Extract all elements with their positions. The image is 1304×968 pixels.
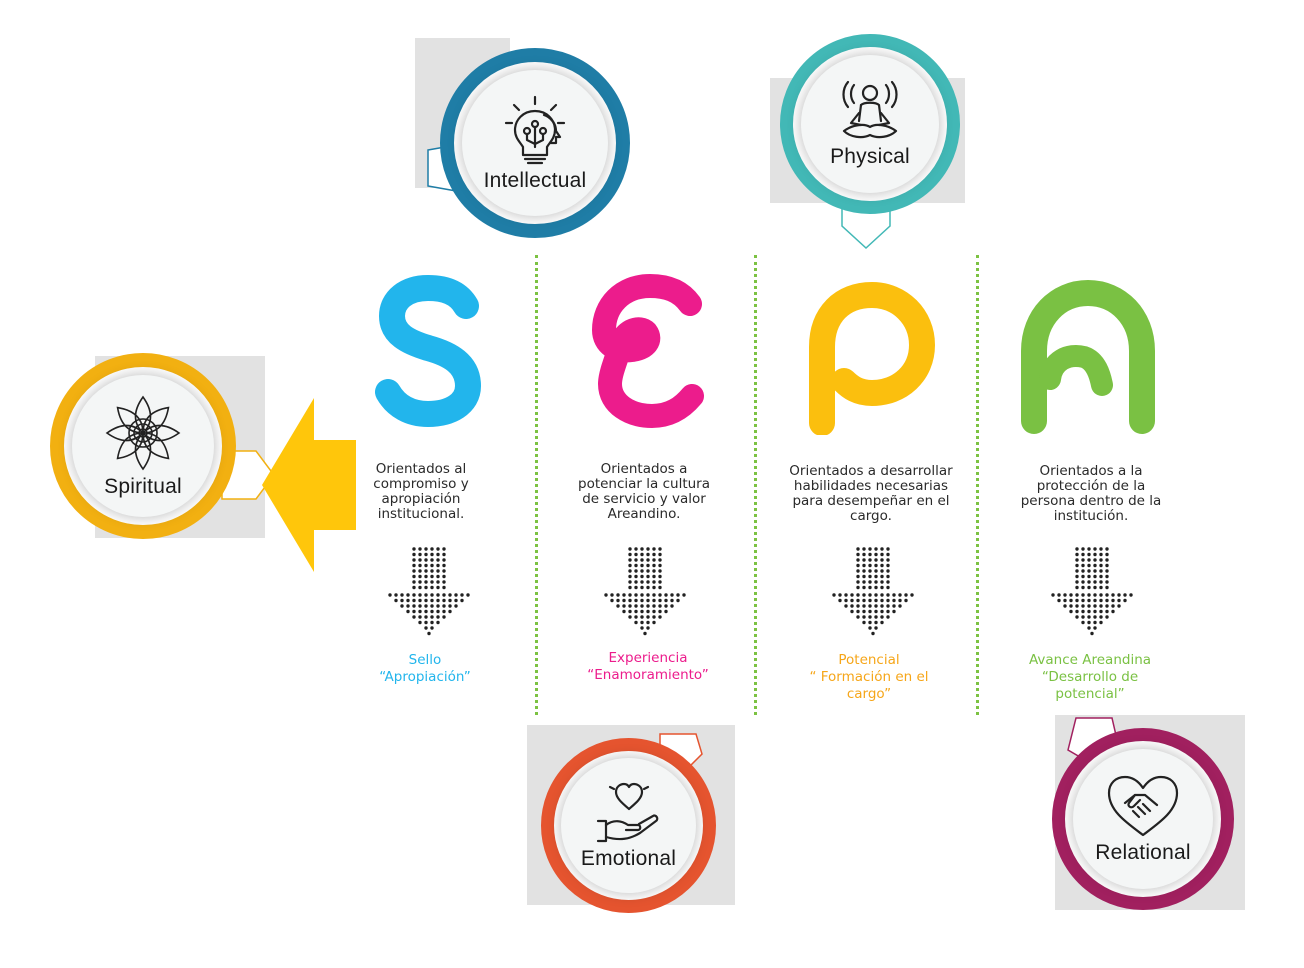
result-line: “Apropiación” [379,669,471,685]
result-line: “Enamoramiento” [587,667,709,683]
desc-line: Orientados a desarrollar [789,463,953,479]
desc-line: Areandino. [607,506,681,522]
desc-line: institución. [1053,508,1129,524]
physical-label: Physical [830,145,910,168]
divider-2 [754,255,757,715]
desc-line: protección de la [1036,478,1146,494]
divider-1 [535,255,538,715]
meditation-icon [842,80,898,139]
pillar-p-result: Potencial “ Formación en el cargo” [784,652,954,703]
letter-s [375,274,482,428]
dotted-arrow-a [1051,547,1133,636]
desc-line: potenciar la cultura [578,476,710,492]
result-line: Sello [408,652,442,668]
pillar-a-description: Orientados a la protección de la persona… [996,464,1186,524]
pillar-s-description: Orientados al compromiso y apropiación i… [350,462,492,522]
result-line: Potencial [838,652,900,668]
pillar-s-result: Sello “Apropiación” [355,652,495,686]
desc-line: para desempeñar en el [792,493,950,509]
desc-line: Orientados a [600,461,688,477]
intellectual-inner: Intellectual [462,70,608,216]
spiritual-inner: Spiritual [72,375,214,517]
pillar-p-description: Orientados a desarrollar habilidades nec… [766,464,976,524]
lightbulb-head-icon [504,95,566,165]
relational-label: Relational [1095,841,1191,864]
handshake-heart-icon [1107,775,1179,837]
result-line: cargo” [846,686,892,702]
letter-p [809,282,935,435]
letter-a [1021,279,1155,434]
mandala-icon [105,395,181,471]
result-line: Experiencia [608,650,688,666]
desc-line: persona dentro de la [1020,493,1162,509]
emotional-label: Emotional [580,846,677,870]
result-line: “ Formación en el [809,669,929,685]
pillar-e-result: Experiencia “Enamoramiento” [563,650,733,684]
dotted-arrow-e [604,547,686,636]
letter-e [592,274,704,428]
heart-hand-icon [596,782,658,842]
spiritual-label: Spiritual [104,475,182,498]
desc-line: de servicio y valor [582,491,706,507]
physical-inner: Physical [801,55,939,193]
big-left-arrow [262,398,356,572]
result-line: “Desarrollo de [1041,669,1139,685]
desc-line: Orientados al [375,461,467,477]
result-line: Avance Areandina [1028,652,1152,668]
desc-line: compromiso y [373,476,469,492]
desc-line: habilidades necesarias [793,478,949,494]
desc-line: Orientados a la [1039,463,1143,479]
pillar-a-result: Avance Areandina “Desarrollo de potencia… [1005,652,1175,703]
emotional-inner: Emotional [561,758,696,893]
desc-line: apropiación [381,491,461,507]
intellectual-label: Intellectual [483,169,587,192]
dotted-arrow-p [832,547,914,636]
relational-inner: Relational [1073,749,1213,889]
dotted-arrow-s [388,547,470,636]
result-line: potencial” [1055,686,1125,702]
divider-3 [976,255,979,715]
desc-line: institucional. [377,506,465,522]
desc-line: cargo. [850,508,892,524]
pillar-e-description: Orientados a potenciar la cultura de ser… [555,462,733,522]
